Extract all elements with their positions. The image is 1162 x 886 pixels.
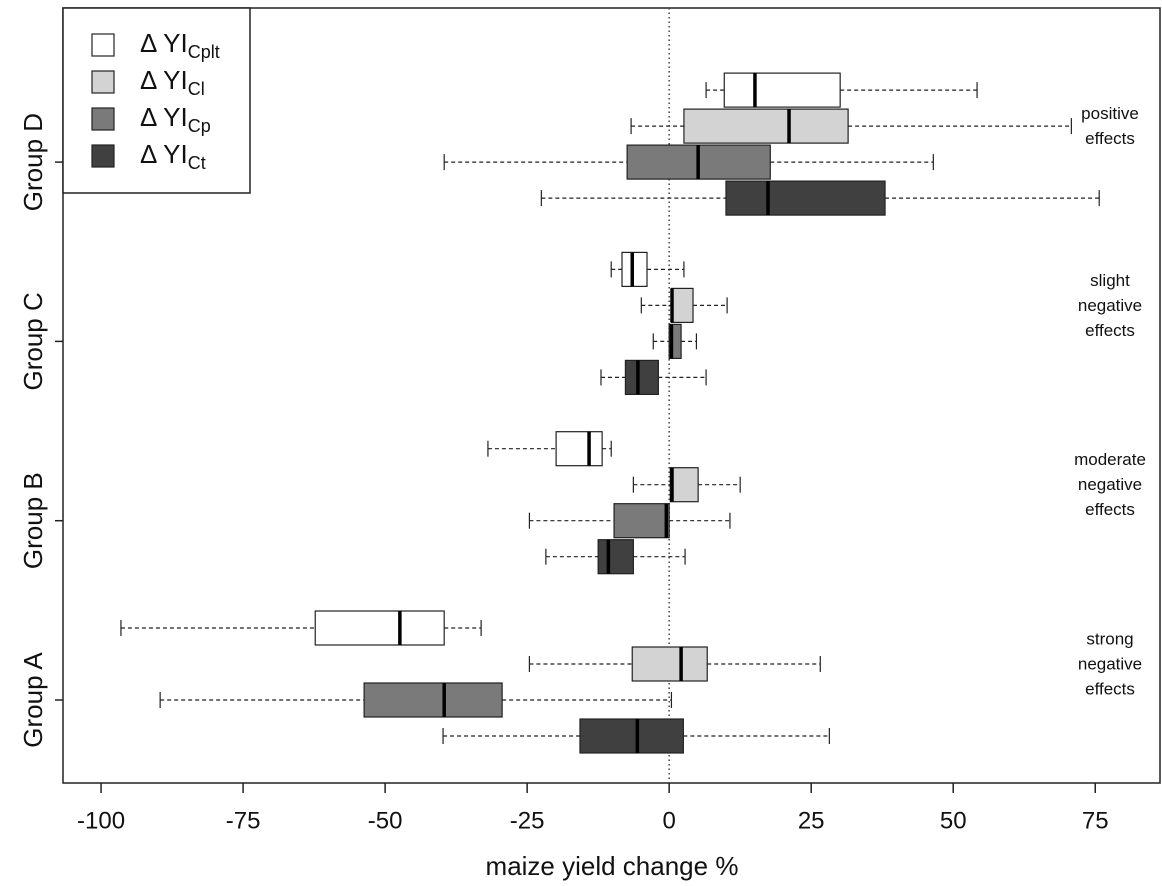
x-tick-label: -100 xyxy=(77,807,125,834)
legend-name: Δ YI xyxy=(140,28,188,58)
legend-subscript: Cplt xyxy=(188,42,220,62)
annotation: negative xyxy=(1078,475,1142,494)
box xyxy=(723,72,841,108)
legend-name: Δ YI xyxy=(140,139,188,169)
box xyxy=(669,467,699,503)
x-tick-label: -50 xyxy=(368,807,403,834)
box xyxy=(631,646,708,682)
legend-label: Δ YICl xyxy=(140,65,205,99)
annotation: negative xyxy=(1078,654,1142,673)
x-tick-label: 0 xyxy=(662,807,675,834)
annotation: effects xyxy=(1085,321,1135,340)
legend-swatch xyxy=(91,107,115,131)
box xyxy=(597,539,634,575)
legend-subscript: Cp xyxy=(188,116,211,136)
legend-swatch xyxy=(91,70,115,94)
y-tick-label: Group D xyxy=(18,113,48,211)
plot-frame xyxy=(62,7,1161,784)
annotation: effects xyxy=(1085,679,1135,698)
box xyxy=(683,108,849,144)
x-tick-label: 25 xyxy=(798,807,825,834)
y-tick-label: Group C xyxy=(18,292,48,390)
legend-swatch xyxy=(91,144,115,168)
x-tick-label: -25 xyxy=(510,807,545,834)
annotation: effects xyxy=(1085,500,1135,519)
legend-label: Δ YICt xyxy=(140,139,206,173)
box xyxy=(624,359,659,395)
annotation: slight xyxy=(1090,271,1130,290)
annotation: strong xyxy=(1086,629,1133,648)
legend-subscript: Cl xyxy=(188,79,205,99)
box xyxy=(363,682,503,718)
box xyxy=(555,431,603,467)
annotation: positive xyxy=(1081,104,1139,123)
x-tick-label: 75 xyxy=(1082,807,1109,834)
box xyxy=(621,251,648,287)
legend-subscript: Ct xyxy=(188,153,206,173)
legend-name: Δ YI xyxy=(140,102,188,132)
box xyxy=(613,503,670,539)
x-axis-label: maize yield change % xyxy=(486,851,739,881)
y-tick-label: Group A xyxy=(18,652,48,748)
annotation: effects xyxy=(1085,129,1135,148)
box xyxy=(670,287,694,323)
annotation: negative xyxy=(1078,296,1142,315)
legend-name: Δ YI xyxy=(140,65,188,95)
box xyxy=(668,323,682,359)
legend-swatch xyxy=(91,33,115,57)
box xyxy=(314,610,445,646)
x-tick-label: -75 xyxy=(226,807,261,834)
box xyxy=(579,718,684,754)
x-tick-label: 50 xyxy=(940,807,967,834)
legend-label: Δ YICplt xyxy=(140,28,220,62)
y-tick-label: Group B xyxy=(18,472,48,569)
box xyxy=(725,180,886,216)
legend-label: Δ YICp xyxy=(140,102,211,136)
annotation: moderate xyxy=(1074,450,1146,469)
